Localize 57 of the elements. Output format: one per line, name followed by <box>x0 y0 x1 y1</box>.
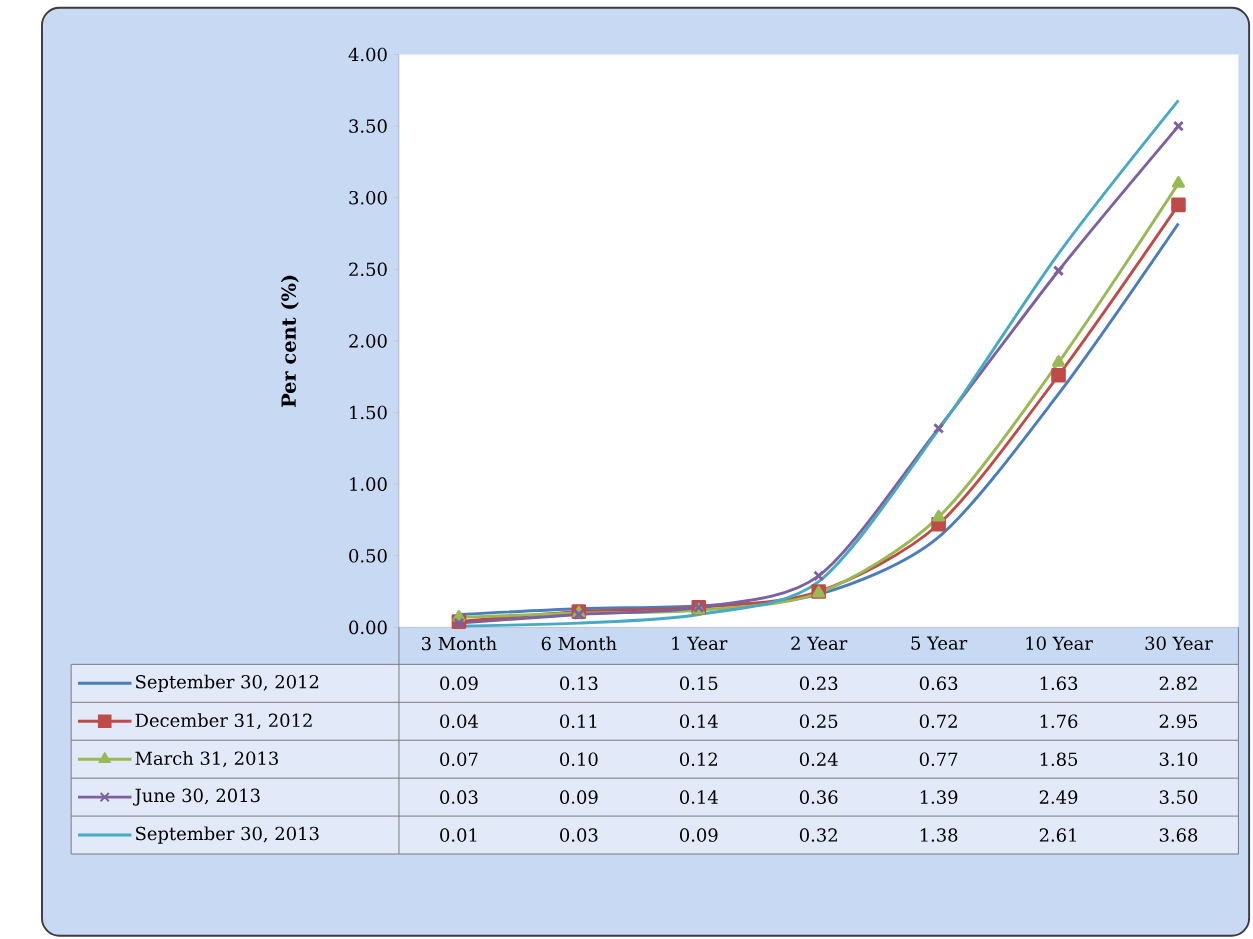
data-label: 0.25 <box>799 714 838 729</box>
data-label: 2.95 <box>1159 714 1198 729</box>
data-label: 2.61 <box>1039 828 1076 843</box>
y-tick-label: 2.00 <box>349 334 387 348</box>
data-label: 0.72 <box>919 714 957 729</box>
data-label: 0.12 <box>680 752 717 767</box>
data-label: 0.01 <box>440 828 477 843</box>
y-tick-label: 3.50 <box>349 119 387 134</box>
data-label: 0.09 <box>680 828 718 843</box>
data-label: 0.04 <box>440 714 478 729</box>
data-label: 1.63 <box>1040 676 1078 691</box>
data-label: 3.10 <box>1159 752 1198 767</box>
legend-label: September 30, 2012 <box>136 674 319 693</box>
data-label: 1.39 <box>920 790 958 805</box>
x-tick-label: 2 Year <box>791 636 848 651</box>
data-label: 0.23 <box>799 676 838 691</box>
y-tick-label: 4.00 <box>348 47 387 62</box>
data-label: 2.49 <box>1039 790 1078 805</box>
data-label: 0.09 <box>440 676 478 691</box>
data-label: 0.32 <box>799 828 837 843</box>
data-label: 0.03 <box>440 790 478 805</box>
y-tick-label: 0.00 <box>349 620 387 635</box>
data-label: 0.11 <box>560 714 597 729</box>
data-label: 0.36 <box>799 790 838 805</box>
data-label: 1.38 <box>920 828 958 843</box>
legend-label: December 31, 2012 <box>135 713 312 730</box>
data-label: 0.24 <box>799 752 838 767</box>
data-label: 0.03 <box>560 828 598 843</box>
x-tick-label: 30 Year <box>1145 636 1213 651</box>
data-label: 0.15 <box>680 676 718 691</box>
x-tick-label: 3 Month <box>422 636 497 651</box>
x-tick-label: 5 Year <box>911 636 968 650</box>
x-tick-label: 1 Year <box>672 636 728 651</box>
data-label: 0.63 <box>919 676 958 691</box>
legend-label: June 30, 2013 <box>133 788 260 806</box>
x-tick-label: 10 Year <box>1026 636 1093 651</box>
data-label: 0.77 <box>919 752 958 767</box>
data-label: 1.85 <box>1040 752 1078 767</box>
data-label: 0.14 <box>680 714 718 729</box>
data-label: 3.68 <box>1159 828 1198 843</box>
x-tick-label: 6 Month <box>541 636 617 651</box>
y-axis-title: Per cent (%) <box>280 275 299 408</box>
legend-label: September 30, 2013 <box>136 826 319 844</box>
legend-label: March 31, 2013 <box>135 751 278 768</box>
data-label: 3.50 <box>1159 790 1198 805</box>
y-tick-label: 1.00 <box>350 477 387 492</box>
data-label: 0.13 <box>560 676 598 691</box>
data-label: 2.82 <box>1159 676 1197 691</box>
data-label: 0.10 <box>560 752 598 767</box>
data-label: 0.09 <box>560 790 598 805</box>
data-label: 0.14 <box>680 790 718 805</box>
y-tick-label: 0.50 <box>349 549 387 563</box>
data-label: 1.76 <box>1040 714 1078 729</box>
y-tick-label: 2.50 <box>349 262 387 277</box>
y-tick-label: 1.50 <box>350 405 387 420</box>
y-tick-label: 3.00 <box>349 191 387 205</box>
data-label: 0.07 <box>440 752 478 767</box>
